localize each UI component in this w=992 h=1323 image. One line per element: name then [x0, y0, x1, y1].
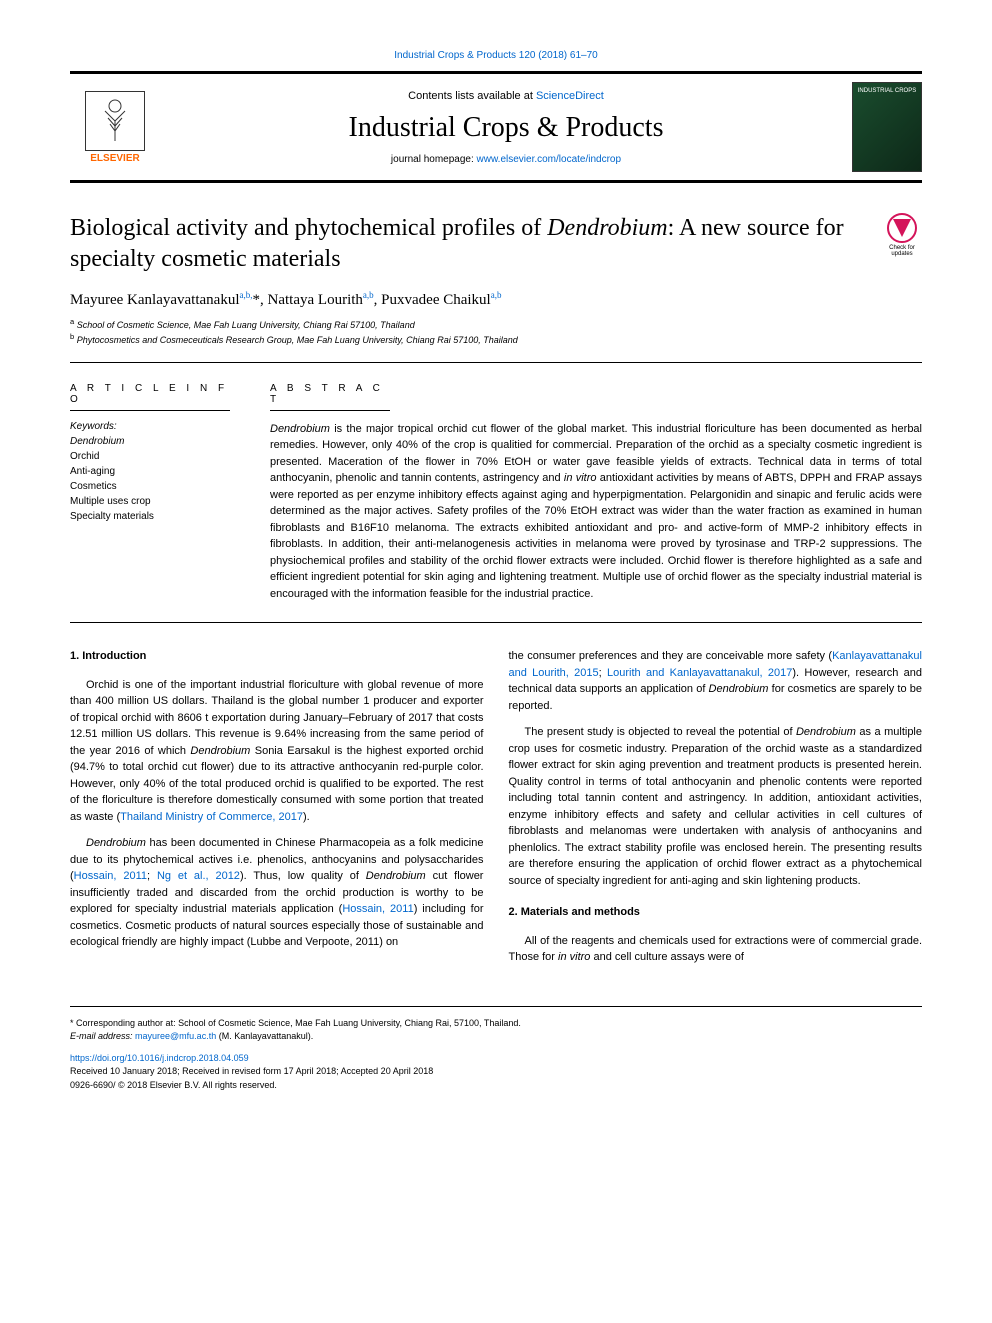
- keyword: Orchid: [70, 449, 250, 464]
- section-2-heading: 2. Materials and methods: [509, 904, 923, 921]
- keywords-list: Dendrobium Orchid Anti-aging Cosmetics M…: [70, 434, 250, 524]
- article-info-heading: A R T I C L E I N F O: [70, 383, 230, 411]
- masthead: ELSEVIER Contents lists available at Sci…: [70, 71, 922, 183]
- publisher-name: ELSEVIER: [90, 153, 139, 164]
- keyword: Dendrobium: [70, 434, 250, 449]
- copyright-line: 0926-6690/ © 2018 Elsevier B.V. All righ…: [70, 1079, 922, 1093]
- abstract-column: A B S T R A C T Dendrobium is the major …: [270, 383, 922, 603]
- keywords-label: Keywords:: [70, 421, 250, 432]
- authors-list: Mayuree Kanlayavattanakula,b,*, Nattaya …: [70, 290, 922, 309]
- abstract-text: Dendrobium is the major tropical orchid …: [270, 421, 922, 603]
- body-paragraph: The present study is objected to reveal …: [509, 724, 923, 889]
- keyword: Multiple uses crop: [70, 494, 250, 509]
- affiliations: a School of Cosmetic Science, Mae Fah Lu…: [70, 317, 922, 362]
- body-paragraph: Dendrobium has been documented in Chines…: [70, 835, 484, 951]
- article-title: Biological activity and phytochemical pr…: [70, 213, 862, 275]
- body-column-left: 1. Introduction Orchid is one of the imp…: [70, 648, 484, 976]
- elsevier-tree-icon: [85, 91, 145, 151]
- journal-reference: Industrial Crops & Products 120 (2018) 6…: [70, 50, 922, 61]
- check-for-updates-badge[interactable]: Check for updates: [882, 213, 922, 263]
- keyword: Cosmetics: [70, 479, 250, 494]
- affiliation-a: a School of Cosmetic Science, Mae Fah Lu…: [70, 317, 922, 332]
- sciencedirect-link[interactable]: ScienceDirect: [536, 90, 604, 102]
- article-info-column: A R T I C L E I N F O Keywords: Dendrobi…: [70, 383, 270, 603]
- contents-line: Contents lists available at ScienceDirec…: [160, 90, 852, 102]
- homepage-line: journal homepage: www.elsevier.com/locat…: [160, 154, 852, 165]
- section-1-heading: 1. Introduction: [70, 648, 484, 665]
- homepage-link[interactable]: www.elsevier.com/locate/indcrop: [477, 154, 622, 165]
- body-paragraph: the consumer preferences and they are co…: [509, 648, 923, 714]
- body-column-right: the consumer preferences and they are co…: [509, 648, 923, 976]
- abstract-heading: A B S T R A C T: [270, 383, 390, 411]
- affiliation-b: b Phytocosmetics and Cosmeceuticals Rese…: [70, 332, 922, 347]
- body-two-column: 1. Introduction Orchid is one of the imp…: [70, 648, 922, 976]
- email-link[interactable]: mayuree@mfu.ac.th: [135, 1031, 216, 1041]
- doi-link[interactable]: https://doi.org/10.1016/j.indcrop.2018.0…: [70, 1052, 922, 1066]
- keyword: Specialty materials: [70, 509, 250, 524]
- page-footer: * Corresponding author at: School of Cos…: [70, 1006, 922, 1093]
- body-paragraph: Orchid is one of the important industria…: [70, 677, 484, 826]
- publisher-logo: ELSEVIER: [70, 82, 160, 172]
- keyword: Anti-aging: [70, 464, 250, 479]
- journal-title: Industrial Crops & Products: [160, 112, 852, 144]
- journal-cover-thumbnail: INDUSTRIAL CROPS: [852, 82, 922, 172]
- corresponding-author-note: * Corresponding author at: School of Cos…: [70, 1017, 922, 1044]
- received-dates: Received 10 January 2018; Received in re…: [70, 1065, 922, 1079]
- body-paragraph: All of the reagents and chemicals used f…: [509, 933, 923, 966]
